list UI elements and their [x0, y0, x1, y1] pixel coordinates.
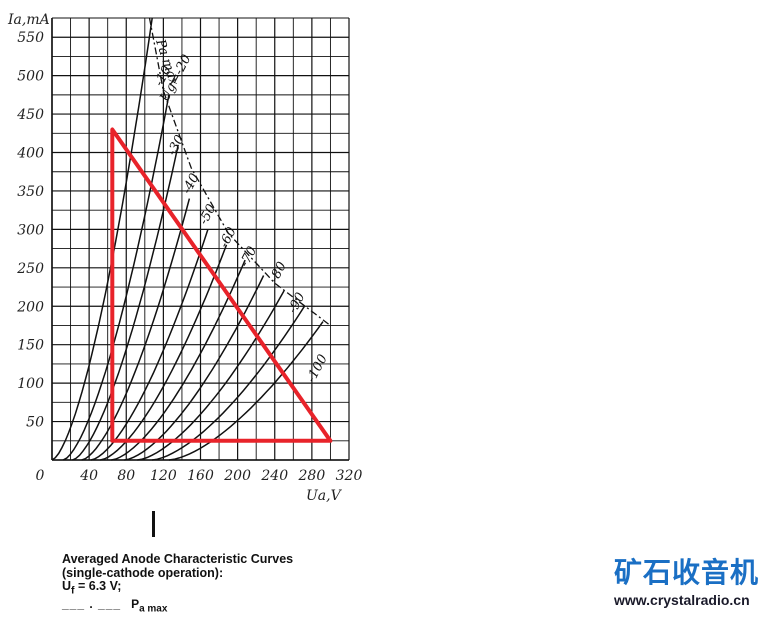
x-tick-label: 240	[260, 468, 288, 484]
anode-curve	[124, 275, 265, 461]
figure-caption: Averaged Anode Characteristic Curves (si…	[62, 552, 294, 616]
grid-voltage-label: -70	[237, 244, 260, 270]
grid-voltage-label: -100	[304, 352, 331, 385]
anode-curve	[81, 198, 191, 461]
legend-label: P	[131, 597, 140, 611]
x-tick-label: 80	[117, 468, 135, 484]
legend-dash: ___ . ___	[62, 597, 122, 611]
x-tick-label: 0	[36, 468, 45, 484]
x-tick-label: 200	[223, 468, 251, 484]
x-tick-label: 280	[298, 468, 326, 484]
y-tick-label: 300	[17, 222, 44, 238]
y-tick-label: 350	[17, 184, 44, 200]
caption-subtitle: (single-cathode operation):	[62, 565, 224, 580]
pa-max-curve	[148, 17, 331, 327]
uf-label: U	[62, 579, 72, 593]
grid-voltage-label: -50	[196, 202, 219, 228]
grid-voltage-label: -80	[267, 260, 290, 286]
x-axis-label: Ua,V	[306, 488, 343, 504]
y-tick-label: 50	[26, 415, 44, 431]
y-tick-label: 200	[16, 299, 44, 315]
anode-curve	[72, 144, 179, 461]
caption-title: Averaged Anode Characteristic Curves	[62, 552, 294, 566]
anode-curve	[168, 321, 324, 461]
y-tick-label: 400	[16, 146, 44, 162]
y-tick-label: 100	[17, 376, 44, 392]
anode-curve	[100, 244, 228, 461]
uf-value: = 6.3 V;	[74, 579, 122, 593]
brand-url[interactable]: www.crystalradio.cn	[614, 592, 750, 608]
watermark-brand: 矿石收音机 www.crystalradio.cn	[614, 556, 759, 608]
anode-curve	[51, 17, 153, 461]
y-tick-label: 550	[17, 30, 44, 46]
red-triangle-overlay	[110, 127, 333, 443]
tick-marker	[152, 511, 155, 537]
x-tick-label: 160	[187, 468, 214, 484]
x-tick-label: 320	[336, 468, 363, 484]
x-tick-label: 40	[79, 468, 98, 484]
chart-grid	[51, 17, 350, 461]
legend-sub: a max	[139, 603, 168, 615]
y-tick-label: 250	[16, 261, 44, 277]
y-tick-label: 500	[17, 69, 44, 85]
y-axis-label: Ia,mA	[7, 12, 50, 28]
grid-voltage-label: -40	[180, 171, 203, 197]
brand-name: 矿石收音机	[614, 556, 760, 589]
x-tick-label: 120	[150, 468, 177, 484]
anode-curve	[137, 290, 285, 461]
anode-curve	[152, 305, 306, 461]
anode-curve	[111, 259, 246, 461]
uf-sub: f	[71, 585, 75, 597]
grid-voltage-label: -60	[217, 225, 240, 251]
y-tick-label: 450	[16, 107, 44, 123]
caption-legend: ___ . ___ Pa max	[62, 597, 293, 616]
grid-voltage-label: -30	[165, 133, 188, 159]
caption-filament: Uf = 6.3 V;	[62, 579, 293, 598]
anode-curve	[90, 229, 209, 461]
y-tick-label: 150	[17, 338, 44, 354]
